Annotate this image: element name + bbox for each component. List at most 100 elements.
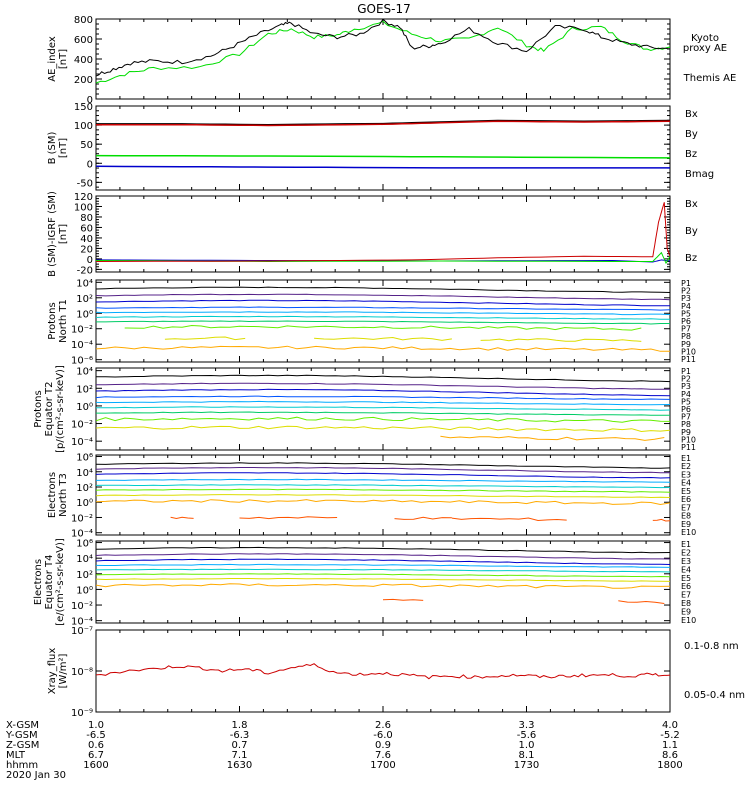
series-p6 bbox=[96, 406, 670, 411]
legend-themis-ae: Themis AE bbox=[683, 73, 737, 84]
legend-e7: E7 bbox=[681, 503, 691, 512]
series-p2 bbox=[96, 382, 670, 390]
panel-1-ylabel: B (SM) bbox=[47, 131, 58, 164]
series-e2 bbox=[96, 466, 670, 474]
panel-7-ytick-label: 10⁻⁸ bbox=[71, 667, 93, 678]
panel-7-ylabel: [W/m²] bbox=[58, 653, 69, 688]
panel-1-ytick-label: 100 bbox=[74, 121, 93, 132]
ephemeris-label-z-gsm: Z-GSM bbox=[6, 740, 39, 751]
legend-p5: P5 bbox=[681, 309, 691, 318]
series-e10 bbox=[96, 642, 670, 646]
legend-p6: P6 bbox=[681, 317, 691, 326]
ephemeris-value: 7.1 bbox=[232, 750, 248, 761]
series-p9 bbox=[96, 425, 670, 433]
legend-bx: Bx bbox=[685, 199, 698, 210]
panel-1-ytick-label: 150 bbox=[74, 102, 93, 113]
panel-7-frame bbox=[95, 629, 671, 713]
panel-6-ytick-label: 10² bbox=[76, 570, 93, 581]
panel-0-ytick-label: 400 bbox=[74, 55, 93, 66]
legend-e10: E10 bbox=[681, 528, 696, 537]
series-0-1-0-8-nm bbox=[96, 663, 670, 680]
series-p3 bbox=[96, 388, 670, 397]
legend-bz: Bz bbox=[685, 253, 697, 264]
legend-p7: P7 bbox=[681, 325, 691, 334]
legend-p4: P4 bbox=[681, 302, 691, 311]
series-e9 bbox=[451, 517, 567, 522]
legend-p10: P10 bbox=[681, 347, 696, 356]
legend-e4: E4 bbox=[681, 479, 691, 488]
series-bx bbox=[96, 165, 670, 169]
panel-6-ylabel: [e/(cm²-s-sr-keV)] bbox=[55, 538, 66, 626]
series-e9 bbox=[239, 516, 338, 520]
panel-0-ytick-label: 800 bbox=[74, 15, 93, 26]
ephemeris-value: 1700 bbox=[370, 760, 395, 771]
legend-p2: P2 bbox=[681, 287, 691, 296]
panel-5-ytick-label: 10⁴ bbox=[76, 468, 93, 479]
legend-e3: E3 bbox=[681, 470, 691, 479]
panel-5-ylabel: Electrons bbox=[47, 472, 58, 518]
legend-p7: P7 bbox=[681, 413, 691, 422]
ephemeris-label-hhmm: hhmm bbox=[6, 760, 38, 771]
series-p10 bbox=[440, 435, 665, 441]
panel-5-ylabel: North T3 bbox=[58, 473, 69, 517]
legend-p1: P1 bbox=[681, 367, 691, 376]
legend-e1: E1 bbox=[681, 540, 691, 549]
legend-bz: Bz bbox=[685, 149, 697, 160]
series-e7 bbox=[96, 578, 670, 582]
legend-p9: P9 bbox=[681, 428, 691, 437]
panel-4-ytick-label: 10⁰ bbox=[76, 402, 93, 413]
series-e8 bbox=[96, 583, 670, 589]
panel-5-ytick-label: 10⁻² bbox=[71, 513, 93, 524]
panel-4-ytick-label: 10⁴ bbox=[76, 367, 93, 378]
legend-e1: E1 bbox=[681, 454, 691, 463]
panel-3-ytick-label: 10⁻⁶ bbox=[71, 356, 93, 367]
legend-proxy-ae: proxy AE bbox=[683, 43, 727, 54]
panel-7-ytick-label: 10⁻⁷ bbox=[71, 626, 93, 637]
ephemeris-value: 1.0 bbox=[519, 740, 535, 751]
panel-0-ylabel: [nT] bbox=[58, 49, 69, 69]
ephemeris-value: -5.2 bbox=[660, 730, 680, 741]
series-e9 bbox=[394, 516, 452, 520]
panel-6-data bbox=[96, 546, 670, 646]
legend-kyoto: Kyoto bbox=[691, 33, 719, 44]
series-p9 bbox=[164, 336, 246, 341]
series-e2 bbox=[96, 553, 670, 560]
legend-bx: Bx bbox=[685, 109, 698, 120]
panel-5-ytick-label: 10² bbox=[76, 483, 93, 494]
panel-1-ytick-label: 0 bbox=[87, 159, 93, 170]
ephemeris-value: 0.7 bbox=[232, 740, 248, 751]
series-e9 bbox=[170, 516, 194, 520]
panel-2-ytick-label: 100 bbox=[74, 202, 93, 213]
chart-title: GOES-17 bbox=[357, 2, 411, 16]
series-p9 bbox=[480, 338, 642, 342]
panel-6-ytick-label: 10⁻⁴ bbox=[71, 617, 93, 628]
series-p8 bbox=[96, 416, 670, 423]
series-by bbox=[96, 154, 670, 159]
legend-p4: P4 bbox=[681, 390, 691, 399]
series-e10 bbox=[96, 553, 670, 558]
legend-xray-long: 0.1-0.8 nm bbox=[684, 641, 739, 652]
series-p9 bbox=[314, 336, 452, 341]
legend-p3: P3 bbox=[681, 382, 691, 391]
panel-0-ytick-label: 200 bbox=[74, 75, 93, 86]
panel-0-ytick-label: 600 bbox=[74, 35, 93, 46]
series-e3 bbox=[96, 558, 670, 565]
legend-e6: E6 bbox=[681, 495, 691, 504]
legend-e2: E2 bbox=[681, 548, 691, 557]
series-e9 bbox=[382, 598, 424, 601]
legend-e7: E7 bbox=[681, 591, 691, 600]
series-p5 bbox=[96, 311, 670, 316]
ephemeris-label-mlt: MLT bbox=[6, 750, 26, 761]
panel-4-ytick-label: 10⁻² bbox=[71, 420, 93, 431]
ephemeris-value: 7.6 bbox=[375, 750, 391, 761]
series-p5 bbox=[96, 400, 670, 406]
panel-7-ylabel: Xray_flux bbox=[47, 648, 58, 695]
legend-e5: E5 bbox=[681, 487, 691, 496]
series-e7 bbox=[96, 494, 670, 499]
panel-7-ytick-label: 10⁻⁹ bbox=[71, 708, 93, 719]
series-e5 bbox=[96, 568, 670, 573]
series-p4 bbox=[96, 395, 670, 400]
ephemeris-value: 2.6 bbox=[375, 720, 391, 731]
